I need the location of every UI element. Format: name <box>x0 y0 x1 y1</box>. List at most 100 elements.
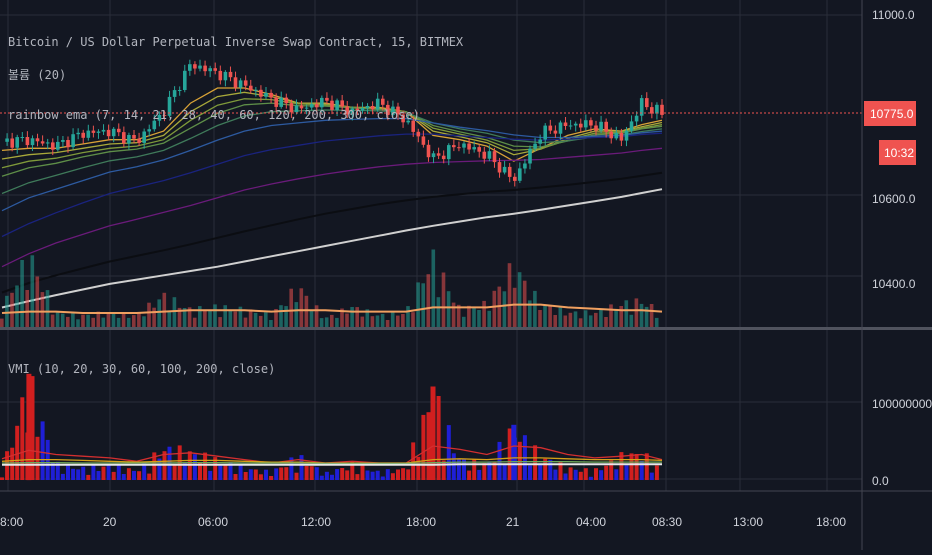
vmi-bar <box>594 468 598 480</box>
volume-bar <box>447 291 451 327</box>
vmi-bar <box>381 477 385 481</box>
volume-bar <box>117 318 121 327</box>
pane-separator[interactable] <box>0 327 932 330</box>
vmi-bar <box>147 474 151 480</box>
candle-body <box>477 147 481 152</box>
volume-bar <box>462 317 466 327</box>
volume-bar <box>467 306 471 327</box>
volume-bar <box>559 308 563 328</box>
volume-bar <box>614 309 618 327</box>
volume-bar <box>391 312 395 327</box>
vmi-bar <box>284 467 288 480</box>
volume-bar <box>229 310 233 327</box>
price-axis-label-0: 11000.0 <box>872 8 915 22</box>
vmi-bar <box>330 475 334 480</box>
candle-body <box>569 126 573 127</box>
candle-body <box>279 98 283 107</box>
volume-bar <box>107 312 111 327</box>
volume-bar <box>442 273 446 328</box>
candle-body <box>508 167 512 177</box>
volume-bar <box>421 283 425 327</box>
candle-body <box>224 72 228 80</box>
vmi-bar <box>553 470 557 480</box>
volume-bar <box>625 300 629 327</box>
vmi-bar <box>274 468 278 480</box>
vmi-bar <box>498 442 502 480</box>
vmi-bar <box>122 474 126 480</box>
volume-bar <box>208 310 212 327</box>
volume-bar <box>513 288 517 327</box>
time-label-4: 18:00 <box>406 515 436 529</box>
volume-bar <box>411 312 415 327</box>
volume-bar <box>650 304 654 327</box>
candle-body <box>36 138 40 141</box>
volume-bar <box>569 313 573 327</box>
volume-bar <box>56 312 60 328</box>
volume-bar <box>553 315 557 327</box>
vmi-bar <box>401 468 405 480</box>
vmi-bar <box>305 466 309 480</box>
volume-bar <box>640 304 644 327</box>
vmi-bar <box>569 467 573 480</box>
volume-bar <box>396 316 400 327</box>
vmi-bar <box>645 453 649 480</box>
vmi-bar <box>355 474 359 480</box>
volume-bar <box>234 312 238 328</box>
volume-bar <box>609 304 613 327</box>
candle-body <box>173 90 177 97</box>
candle-body <box>472 147 476 149</box>
volume-bar <box>218 317 222 327</box>
vmi-bar <box>223 465 227 480</box>
candle-body <box>61 140 65 142</box>
volume-bar <box>86 315 90 327</box>
candle-body <box>325 98 329 101</box>
candle-body <box>92 131 96 133</box>
vmi-bar <box>442 460 446 480</box>
volume-bar <box>249 309 253 327</box>
candle-body <box>219 71 223 80</box>
vmi-bar <box>650 473 654 480</box>
vmi-bar <box>508 429 512 481</box>
candle-body <box>178 90 182 91</box>
vmi-spike-bar <box>431 387 436 481</box>
candle-body <box>81 133 85 138</box>
candle-body <box>269 93 273 98</box>
volume-bar <box>381 314 385 327</box>
candle-body <box>112 129 116 136</box>
volume-bar <box>213 304 217 327</box>
candle-body <box>198 66 202 69</box>
candle-body <box>56 142 60 150</box>
vmi-bar <box>0 477 4 480</box>
vmi-bar <box>635 454 639 480</box>
vmi-bar <box>86 475 90 480</box>
vmi-bar <box>604 466 608 480</box>
candle-body <box>452 145 456 147</box>
candle-body <box>87 131 91 138</box>
candle-body <box>513 177 517 181</box>
time-label-6: 04:00 <box>576 515 606 529</box>
vmi-bar <box>614 469 618 480</box>
vmi-bar <box>366 471 370 481</box>
candle-body <box>259 90 263 97</box>
ema-line-7 <box>2 148 662 266</box>
volume-bar <box>432 250 436 328</box>
vmi-bar <box>340 468 344 480</box>
candle-body <box>132 135 136 139</box>
volume-bar <box>81 315 85 327</box>
candle-body <box>493 151 497 162</box>
candle-body <box>254 90 258 91</box>
volume-bar <box>320 318 324 327</box>
candle-body <box>488 151 492 159</box>
volume-bar <box>630 315 634 327</box>
candle-body <box>589 120 593 125</box>
vmi-bar <box>371 472 375 480</box>
candle-body <box>147 129 151 131</box>
vmi-bar <box>279 468 283 481</box>
candle-body <box>102 130 106 132</box>
volume-bar <box>604 317 608 327</box>
vmi-bar <box>76 469 80 480</box>
time-label-2: 06:00 <box>198 515 228 529</box>
volume-bar <box>157 299 161 327</box>
candle-body <box>46 142 50 143</box>
